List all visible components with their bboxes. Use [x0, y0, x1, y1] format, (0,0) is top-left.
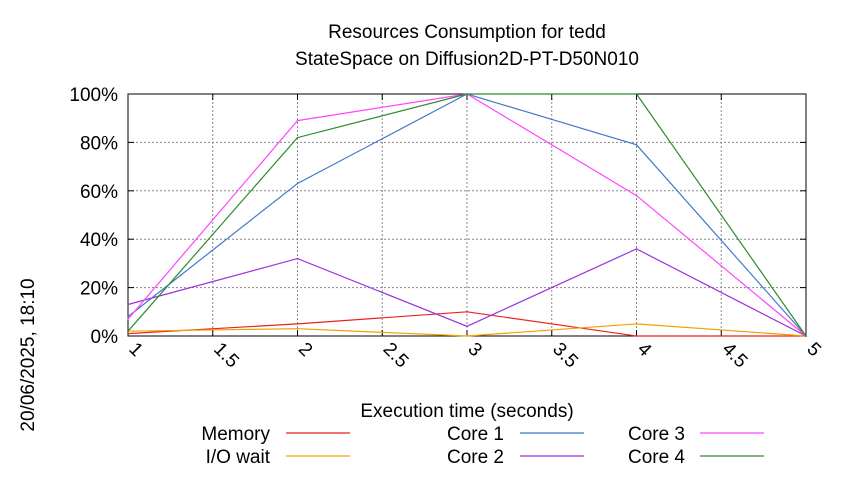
x-tick-label: 4.5 — [718, 339, 752, 373]
x-tick-label: 5 — [802, 339, 824, 361]
data-point — [635, 335, 638, 337]
y-tick-label: 80% — [80, 133, 118, 154]
data-point — [466, 325, 468, 328]
x-tick-label: 3 — [463, 339, 485, 361]
data-point — [127, 332, 129, 335]
chart-subtitle: StateSpace on Diffusion2D-PT-D50N010 — [295, 49, 639, 70]
data-point — [635, 323, 638, 325]
data-point — [466, 335, 468, 337]
series-lines — [127, 93, 807, 337]
data-point — [635, 144, 638, 146]
legend-label: Core 3 — [628, 424, 685, 445]
y-tick-label: 100% — [69, 85, 118, 106]
data-point — [296, 119, 299, 122]
data-point — [296, 257, 299, 260]
x-tick-label: 3.5 — [548, 339, 582, 373]
data-point — [127, 330, 129, 332]
data-point — [635, 93, 638, 95]
data-point — [466, 311, 468, 313]
x-tick-label: 2 — [294, 339, 316, 361]
data-point — [296, 327, 299, 330]
data-point — [635, 248, 638, 250]
y-tick-label: 0% — [91, 327, 119, 348]
legend-label: Core 2 — [447, 447, 504, 468]
x-axis-label: Execution time (seconds) — [360, 401, 573, 422]
legend-label: Core 1 — [447, 424, 504, 445]
x-tick-label: 4 — [633, 339, 656, 362]
legend-label: Memory — [201, 424, 270, 445]
data-point — [466, 93, 468, 95]
chart-title: Resources Consumption for tedd — [328, 22, 606, 43]
data-point — [805, 335, 807, 337]
data-point — [296, 136, 299, 139]
timestamp-label: 20/06/2025, 18:10 — [18, 278, 39, 431]
x-tick-label: 1.5 — [209, 339, 243, 373]
grid — [128, 94, 806, 336]
data-point — [296, 323, 299, 325]
data-point — [296, 182, 299, 185]
legend-label: Core 4 — [628, 447, 685, 468]
data-point — [635, 194, 638, 197]
y-tick-label: 60% — [80, 182, 118, 203]
data-point — [127, 318, 129, 320]
data-point — [127, 315, 129, 318]
y-tick-label: 20% — [80, 279, 118, 300]
x-tick-label: 2.5 — [379, 339, 413, 373]
x-tick-label: 1 — [124, 339, 146, 361]
legend-label: I/O wait — [206, 447, 271, 468]
data-point — [127, 303, 129, 306]
y-tick-label: 40% — [80, 230, 118, 251]
